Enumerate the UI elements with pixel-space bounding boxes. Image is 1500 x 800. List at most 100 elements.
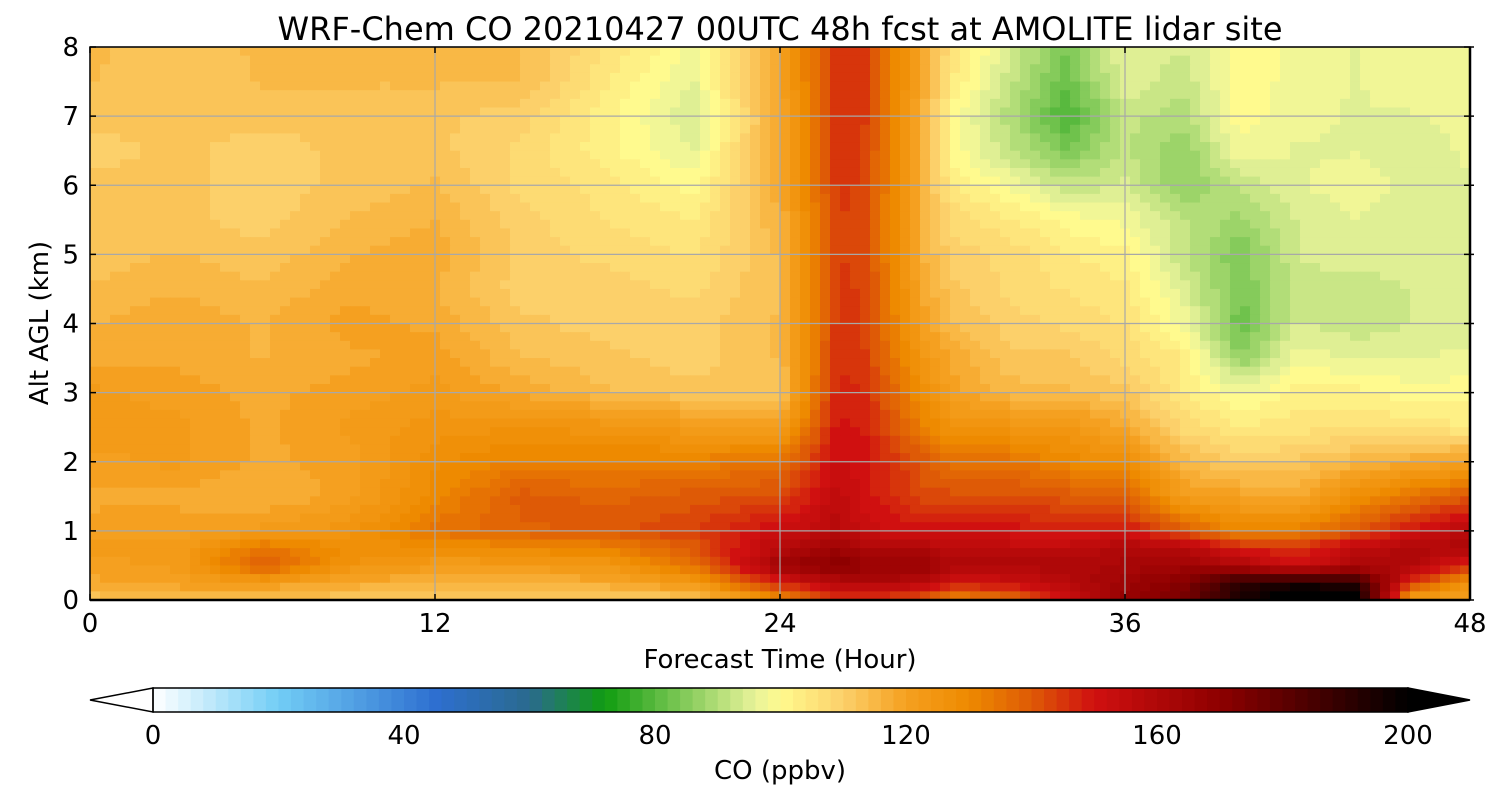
heatmap-cell: [290, 64, 301, 74]
heatmap-cell: [1000, 150, 1011, 160]
heatmap-cell: [1160, 124, 1171, 135]
heatmap-cell: [280, 150, 291, 160]
heatmap-cell: [1060, 159, 1071, 169]
heatmap-cell: [620, 254, 631, 264]
heatmap-cell: [240, 55, 251, 65]
heatmap-cell: [720, 349, 731, 359]
heatmap-cell: [480, 211, 491, 221]
heatmap-cell: [420, 55, 431, 65]
heatmap-cell: [640, 64, 651, 74]
heatmap-cell: [1070, 150, 1081, 160]
heatmap-cell: [670, 72, 681, 83]
heatmap-cell: [440, 116, 451, 126]
heatmap-cell: [90, 202, 101, 212]
heatmap-cell: [400, 81, 411, 91]
heatmap-cell: [800, 72, 811, 83]
heatmap-cell: [380, 254, 391, 264]
heatmap-cell: [1320, 133, 1331, 143]
heatmap-cell: [1000, 159, 1011, 169]
heatmap-cell: [1310, 47, 1321, 57]
heatmap-cell: [1320, 332, 1331, 342]
heatmap-cell: [990, 55, 1001, 65]
heatmap-cell: [640, 263, 651, 273]
heatmap-cell: [190, 98, 201, 109]
heatmap-cell: [1460, 211, 1470, 221]
heatmap-cell: [1320, 55, 1331, 65]
heatmap-cell: [1410, 332, 1421, 342]
heatmap-cell: [250, 211, 261, 221]
heatmap-cell: [1390, 219, 1401, 230]
heatmap-cell: [860, 332, 871, 342]
heatmap-cell: [350, 202, 361, 212]
heatmap-cell: [920, 219, 931, 230]
heatmap-cell: [1440, 271, 1451, 281]
heatmap-cell: [170, 72, 181, 83]
heatmap-cell: [380, 124, 391, 135]
heatmap-cell: [1220, 64, 1231, 74]
heatmap-cell: [810, 306, 821, 316]
heatmap-cell: [1440, 98, 1451, 109]
heatmap-cell: [1060, 211, 1071, 221]
heatmap-cell: [1370, 332, 1381, 342]
heatmap-cell: [900, 107, 911, 117]
heatmap-cell: [150, 237, 161, 247]
heatmap-cell: [300, 107, 311, 117]
heatmap-cell: [1170, 55, 1181, 65]
heatmap-cell: [1420, 72, 1431, 83]
heatmap-cell: [930, 245, 941, 255]
heatmap-cell: [660, 47, 671, 57]
heatmap-cell: [800, 150, 811, 160]
heatmap-cell: [420, 185, 431, 195]
heatmap-cell: [1450, 142, 1461, 152]
heatmap-cell: [510, 254, 521, 264]
heatmap-cell: [910, 193, 921, 204]
heatmap-cell: [1090, 90, 1101, 100]
heatmap-cell: [270, 133, 281, 143]
heatmap-cell: [620, 228, 631, 238]
heatmap-cell: [580, 150, 591, 160]
heatmap-cell: [970, 150, 981, 160]
heatmap-cell: [850, 107, 861, 117]
heatmap-cell: [250, 124, 261, 135]
heatmap-cell: [530, 202, 541, 212]
heatmap-cell: [400, 254, 411, 264]
heatmap-cell: [1030, 332, 1041, 342]
heatmap-cell: [1430, 237, 1441, 247]
heatmap-cell: [350, 288, 361, 299]
heatmap-cell: [420, 133, 431, 143]
heatmap-cell: [620, 237, 631, 247]
heatmap-cell: [1280, 90, 1291, 100]
heatmap-cell: [1390, 271, 1401, 281]
heatmap-cell: [1020, 176, 1031, 186]
heatmap-cell: [450, 237, 461, 247]
heatmap-cell: [270, 72, 281, 83]
heatmap-cell: [730, 228, 741, 238]
heatmap-cell: [110, 159, 121, 169]
heatmap-cell: [1280, 116, 1291, 126]
heatmap-cell: [940, 81, 951, 91]
heatmap-cell: [600, 211, 611, 221]
heatmap-cell: [1070, 332, 1081, 342]
heatmap-cell: [1170, 211, 1181, 221]
heatmap-cell: [1160, 297, 1171, 307]
heatmap-cell: [650, 55, 661, 65]
heatmap-cell: [400, 211, 411, 221]
heatmap-cell: [760, 280, 771, 290]
heatmap-cell: [1040, 176, 1051, 186]
heatmap-cell: [470, 245, 481, 255]
heatmap-cell: [930, 90, 941, 100]
heatmap-cell: [1450, 159, 1461, 169]
heatmap-cell: [1160, 81, 1171, 91]
heatmap-cell: [1340, 237, 1351, 247]
heatmap-cell: [730, 90, 741, 100]
heatmap-cell: [220, 159, 231, 169]
heatmap-cell: [420, 159, 431, 169]
heatmap-cell: [730, 72, 741, 83]
heatmap-cell: [310, 358, 321, 368]
heatmap-cell: [850, 64, 861, 74]
heatmap-cell: [390, 306, 401, 316]
heatmap-cell: [700, 64, 711, 74]
heatmap-cell: [1360, 254, 1371, 264]
heatmap-cell: [1340, 193, 1351, 204]
heatmap-cell: [480, 55, 491, 65]
